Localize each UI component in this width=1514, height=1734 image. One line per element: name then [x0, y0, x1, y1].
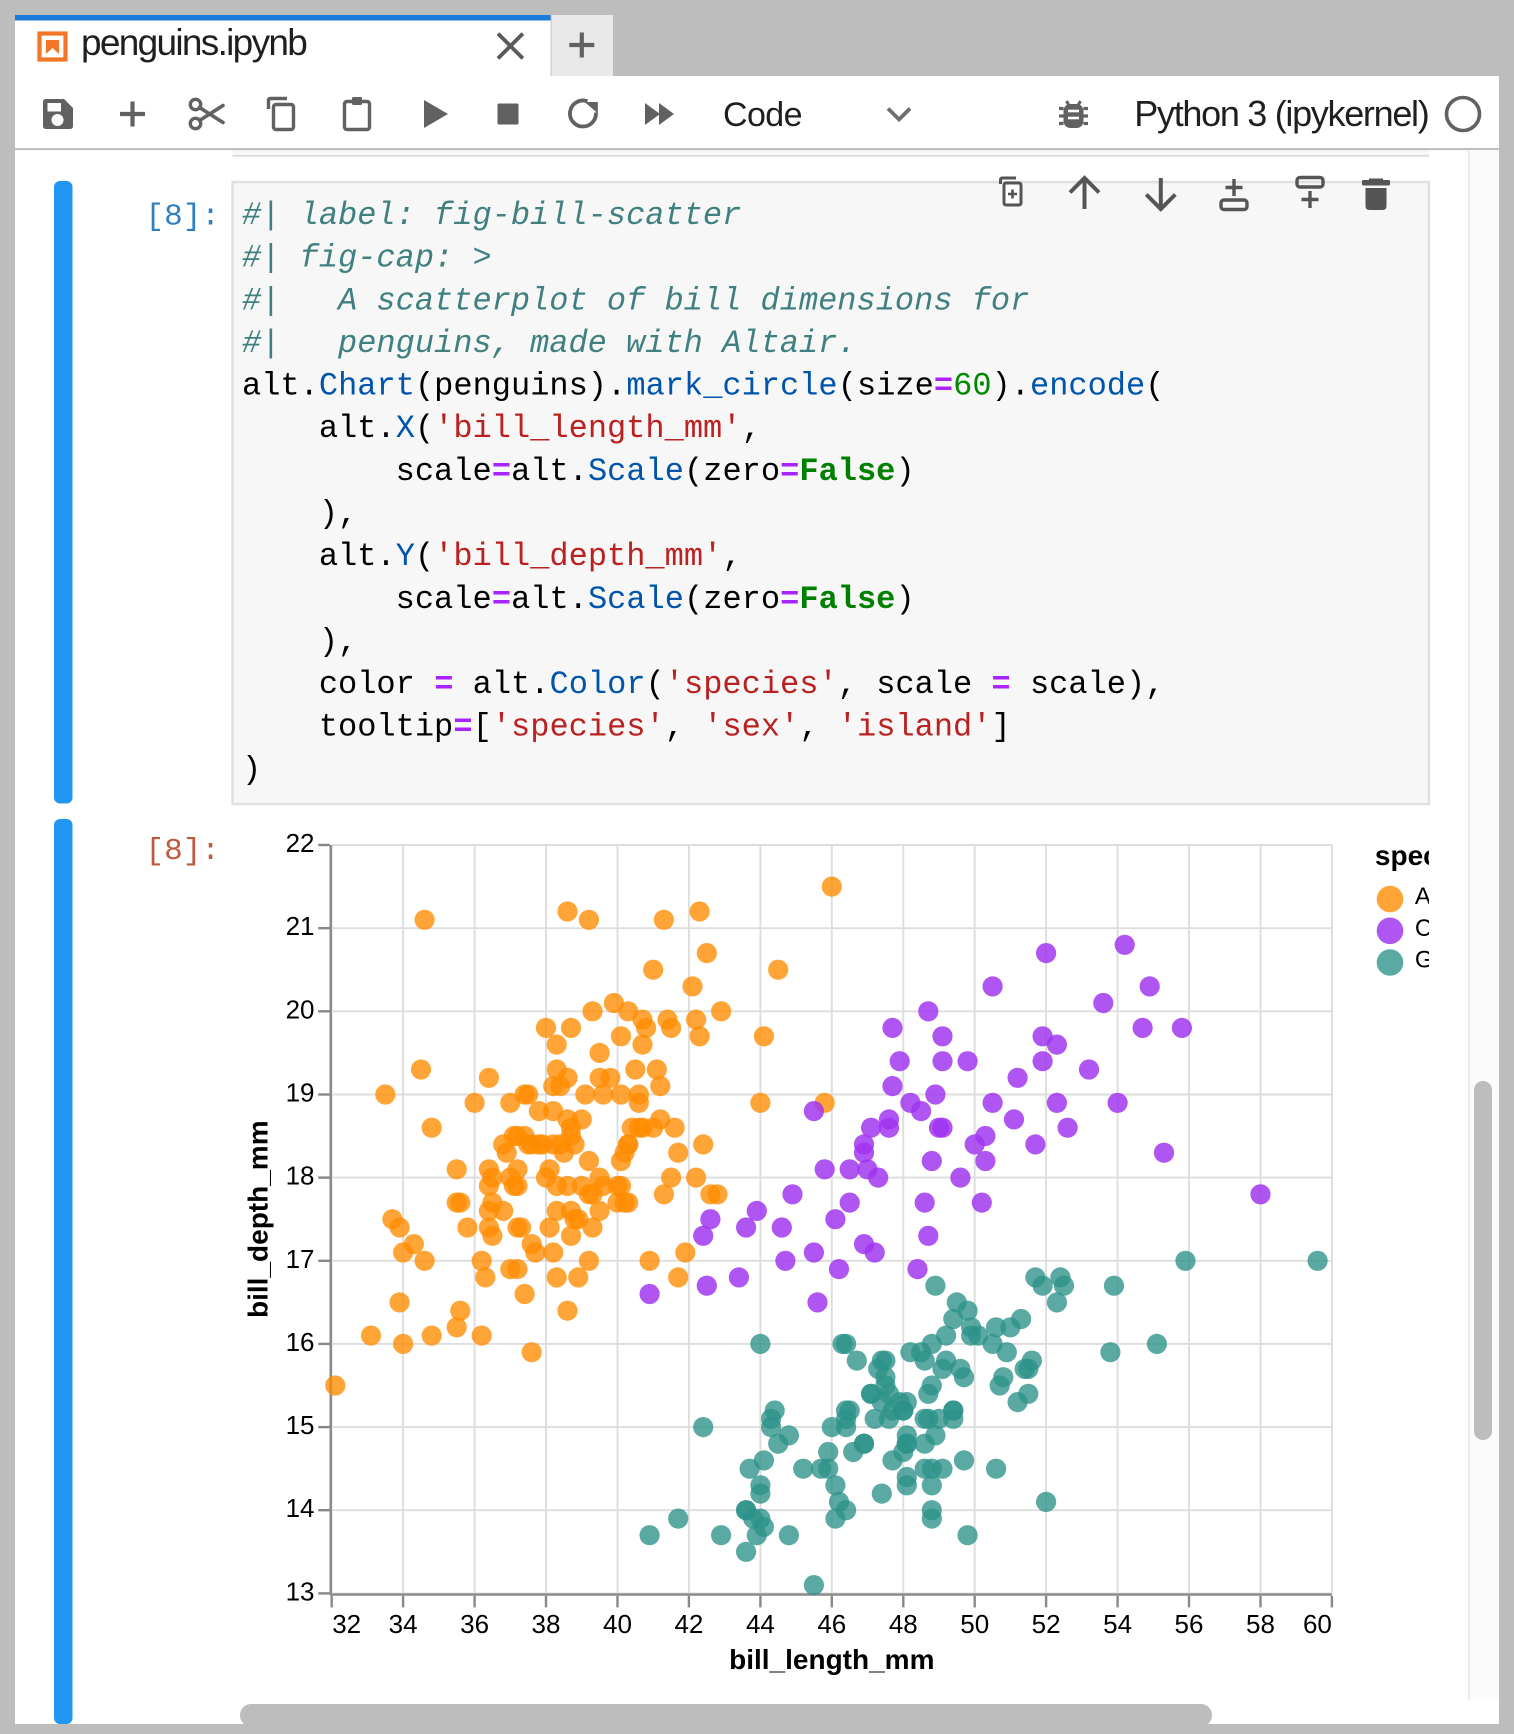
svg-text:),: ),	[242, 495, 357, 532]
svg-text:tooltip: tooltip	[242, 709, 453, 746]
svg-text:alt.: alt.	[242, 368, 319, 405]
svg-text:60: 60	[1303, 1609, 1332, 1639]
svg-text:#| A scatterplot of bill dim: #| A scatterplot of bill dimensions for	[242, 282, 1029, 319]
svg-text:,: ,	[722, 538, 741, 575]
svg-text:38: 38	[532, 1609, 561, 1639]
svg-text:52: 52	[1032, 1609, 1061, 1639]
svg-text:=: =	[780, 453, 799, 490]
svg-text:[8]:: [8]:	[146, 834, 220, 869]
svg-text:(zero: (zero	[684, 581, 780, 618]
svg-text:Chart: Chart	[319, 368, 415, 405]
svg-text:alt.: alt.	[242, 410, 396, 447]
svg-text:'species': 'species'	[665, 666, 838, 703]
svg-text:alt.: alt.	[453, 666, 549, 703]
svg-text:46: 46	[817, 1609, 846, 1639]
svg-text:22: 22	[286, 828, 315, 858]
svg-text:(zero: (zero	[684, 453, 780, 490]
svg-text:Y: Y	[396, 538, 415, 575]
svg-text:): )	[895, 581, 914, 618]
svg-text:=: =	[780, 581, 799, 618]
svg-text:20: 20	[286, 994, 315, 1024]
svg-text:Adelie: Adelie	[1415, 883, 1482, 910]
svg-text:scale: scale	[242, 581, 492, 618]
svg-text:56: 56	[1175, 1609, 1204, 1639]
svg-text:=: =	[934, 368, 953, 405]
svg-text:scale: scale	[242, 453, 492, 490]
svg-text:scale),: scale),	[1011, 666, 1165, 703]
svg-text:=: =	[992, 666, 1011, 703]
svg-text:).: ).	[992, 368, 1030, 405]
svg-text:alt.: alt.	[511, 581, 588, 618]
svg-text:48: 48	[889, 1609, 918, 1639]
svg-text:species: species	[1375, 840, 1478, 871]
svg-text:,: ,	[742, 410, 761, 447]
svg-text:19: 19	[286, 1078, 315, 1108]
svg-text:Scale: Scale	[588, 453, 684, 490]
svg-text:[8]:: [8]:	[146, 200, 220, 235]
svg-text:=: =	[492, 453, 511, 490]
svg-text:16: 16	[286, 1327, 315, 1357]
svg-text:False: False	[799, 581, 895, 618]
svg-text:,: ,	[799, 709, 837, 746]
svg-text:(: (	[646, 666, 665, 703]
svg-text:54: 54	[1103, 1609, 1132, 1639]
svg-text:'sex': 'sex'	[703, 709, 799, 746]
svg-text:13: 13	[286, 1576, 315, 1606]
svg-text:, scale: , scale	[838, 666, 992, 703]
svg-text:(: (	[415, 538, 434, 575]
svg-text:32: 32	[332, 1609, 361, 1639]
svg-text:Gentoo: Gentoo	[1415, 947, 1494, 974]
svg-text:44: 44	[746, 1609, 775, 1639]
svg-text:14: 14	[286, 1493, 315, 1523]
svg-text:bill_length_mm: bill_length_mm	[729, 1644, 934, 1675]
svg-text:#| penguins, made with Altai: #| penguins, made with Altair.	[242, 325, 857, 362]
svg-text:Python 3 (ipykernel): Python 3 (ipykernel)	[1134, 93, 1428, 134]
svg-text:(: (	[415, 410, 434, 447]
svg-text:=: =	[434, 666, 453, 703]
svg-text:50: 50	[960, 1609, 989, 1639]
svg-text:]: ]	[992, 709, 1011, 746]
svg-text:(: (	[1145, 368, 1164, 405]
svg-text:[: [	[473, 709, 492, 746]
svg-text:Scale: Scale	[588, 581, 684, 618]
svg-text:): )	[242, 751, 261, 788]
svg-text:(penguins).: (penguins).	[415, 368, 626, 405]
svg-text:mark_circle: mark_circle	[626, 368, 837, 405]
svg-text:(size: (size	[838, 368, 934, 405]
svg-text:60: 60	[953, 368, 991, 405]
svg-text:Chinstrap: Chinstrap	[1415, 915, 1514, 942]
svg-text:15: 15	[286, 1410, 315, 1440]
svg-text:18: 18	[286, 1161, 315, 1191]
svg-text:36: 36	[460, 1609, 489, 1639]
svg-text:): )	[895, 453, 914, 490]
svg-text:=: =	[492, 581, 511, 618]
svg-text:'bill_depth_mm': 'bill_depth_mm'	[434, 538, 722, 575]
svg-text:X: X	[396, 410, 415, 447]
svg-text:,: ,	[665, 709, 703, 746]
svg-text:'bill_length_mm': 'bill_length_mm'	[434, 410, 741, 447]
svg-text:21: 21	[286, 911, 315, 941]
svg-text:),: ),	[242, 623, 357, 660]
svg-text:#| fig-cap: >: #| fig-cap: >	[242, 240, 492, 277]
svg-text:encode: encode	[1030, 368, 1145, 405]
svg-text:17: 17	[286, 1244, 315, 1274]
svg-text:alt.: alt.	[242, 538, 396, 575]
svg-text:'island': 'island'	[838, 709, 992, 746]
svg-text:58: 58	[1246, 1609, 1275, 1639]
svg-text:42: 42	[674, 1609, 703, 1639]
svg-text:False: False	[799, 453, 895, 490]
svg-text:=: =	[453, 709, 472, 746]
svg-text:34: 34	[389, 1609, 418, 1639]
svg-text:Color: Color	[550, 666, 646, 703]
svg-text:'species': 'species'	[492, 709, 665, 746]
svg-text:Code: Code	[723, 96, 802, 134]
svg-text:bill_depth_mm: bill_depth_mm	[243, 1120, 274, 1318]
svg-text:40: 40	[603, 1609, 632, 1639]
svg-text:penguins.ipynb: penguins.ipynb	[81, 22, 307, 63]
svg-text:color: color	[242, 666, 434, 703]
svg-text:#| label: fig-bill-scatter: #| label: fig-bill-scatter	[242, 197, 741, 234]
svg-text:alt.: alt.	[511, 453, 588, 490]
